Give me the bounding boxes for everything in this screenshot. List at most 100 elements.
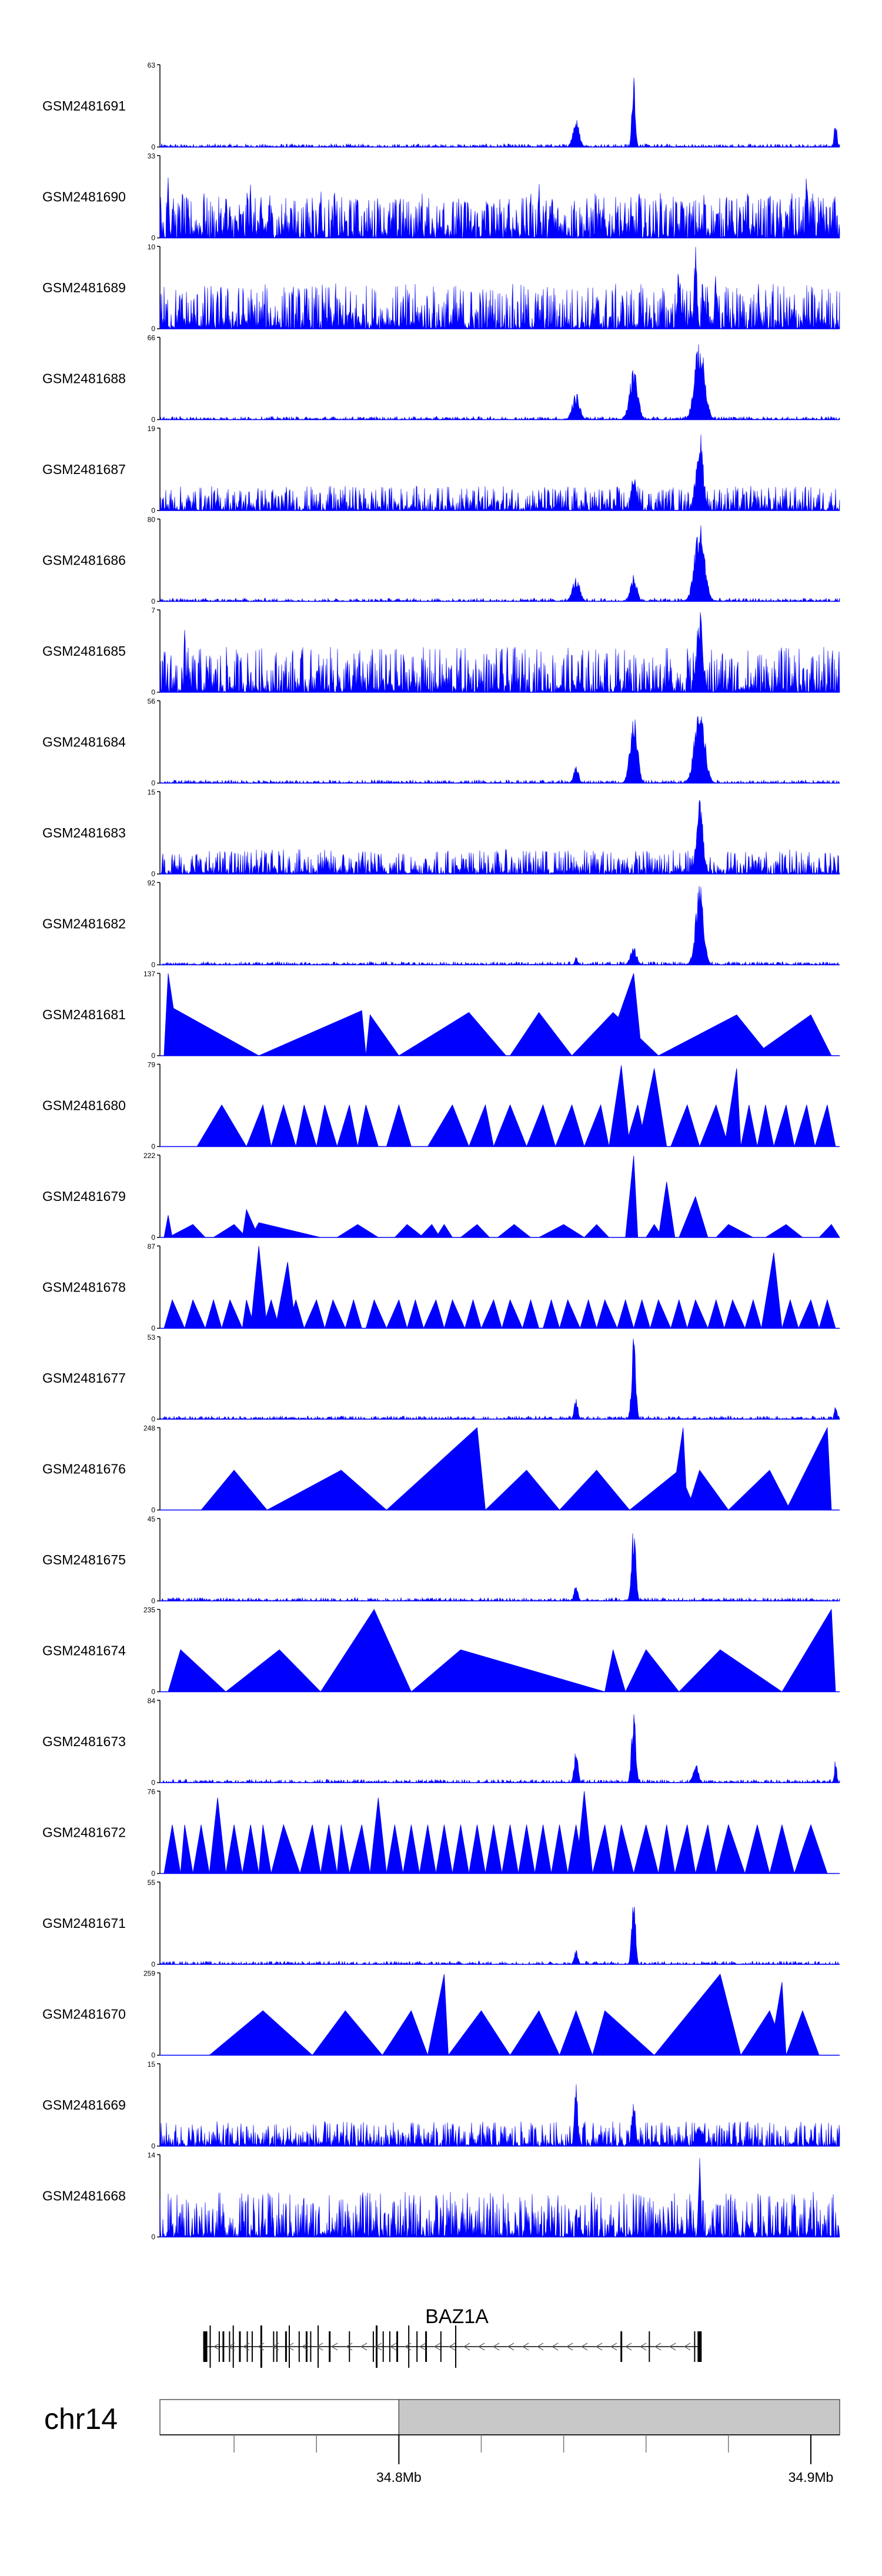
gene-exon (218, 2331, 220, 2362)
strand-arrow (316, 2343, 323, 2351)
signal-triangle (794, 1105, 816, 1147)
gene-exon (260, 2325, 262, 2368)
signal-triangle (559, 1299, 581, 1329)
signal-area (159, 246, 840, 330)
track-label: GSM2481681 (42, 1007, 126, 1022)
signal-area (159, 716, 840, 784)
signal-triangle (604, 973, 643, 1056)
signal-triangle (394, 1224, 425, 1238)
signal-triangle (609, 1065, 630, 1147)
signal-triangle (769, 1982, 787, 2056)
signal-triangle (798, 1299, 820, 1329)
track-label: GSM2481673 (42, 1734, 126, 1749)
strand-arrow (522, 2343, 529, 2351)
signal-triangle (345, 1299, 362, 1329)
signal-triangle (658, 1015, 770, 1056)
y-min-label: 0 (151, 1052, 155, 1060)
y-min-label: 0 (151, 506, 155, 515)
strand-arrow (272, 2343, 279, 2351)
gene-exon (246, 2331, 248, 2362)
signal-triangle (365, 1299, 387, 1329)
track-label: GSM2481683 (42, 825, 126, 840)
signal-triangle (168, 1007, 260, 1056)
signal-triangle (168, 1649, 227, 1692)
signal-triangle (225, 1649, 322, 1692)
signal-triangle (386, 1299, 407, 1329)
gene-exon (396, 2331, 399, 2362)
signal-triangle (336, 1105, 358, 1147)
y-min-label: 0 (151, 1688, 155, 1696)
signal-triangle (554, 1104, 585, 1147)
gene-exon (203, 2331, 208, 2362)
signal-triangle (509, 2010, 560, 2056)
gene-exon (239, 2331, 241, 2362)
track-GSM2481686: GSM2481686 80 0 (42, 516, 840, 606)
y-max-label: 137 (143, 970, 155, 978)
signal-triangle (814, 1105, 836, 1147)
strand-arrow (360, 2343, 368, 2351)
signal-triangle (818, 1224, 840, 1238)
signal-triangle (468, 1104, 494, 1147)
signal-triangle (637, 1068, 667, 1147)
signal-triangle (625, 1156, 639, 1238)
signal-triangle (539, 1224, 586, 1238)
gene-exon (305, 2331, 308, 2362)
signal-triangle (658, 1824, 676, 1874)
signal-triangle (584, 1104, 610, 1147)
strand-arrow (448, 2343, 456, 2351)
track-label: GSM2481682 (42, 916, 126, 932)
signal-triangle (275, 1262, 296, 1329)
track-GSM2481673: GSM2481673 84 0 (42, 1697, 840, 1787)
signal-triangle (707, 1299, 725, 1329)
signal-triangle (485, 1824, 502, 1874)
signal-triangle (386, 1427, 486, 1510)
signal-triangle (518, 1824, 536, 1874)
signal-triangle (221, 1299, 243, 1329)
y-min-label: 0 (151, 143, 155, 151)
signal-triangle (502, 1824, 519, 1874)
signal-triangle (435, 1824, 453, 1874)
y-min-label: 0 (151, 1506, 155, 1514)
track-GSM2481690: GSM2481690 33 0 (42, 152, 840, 242)
signal-triangle (716, 1824, 746, 1874)
signal-triangle (163, 1824, 181, 1874)
signal-triangle (225, 1824, 243, 1874)
y-min-label: 0 (151, 416, 155, 424)
strand-arrow (536, 2343, 544, 2351)
signal-triangle (419, 1824, 436, 1874)
y-max-label: 80 (148, 516, 156, 524)
strand-arrow (286, 2343, 294, 2351)
y-min-label: 0 (151, 1778, 155, 1787)
signal-triangle (192, 1824, 210, 1874)
signal-triangle (769, 1824, 795, 1874)
y-max-label: 55 (148, 1878, 156, 1887)
track-label: GSM2481669 (42, 2097, 126, 2113)
track-label: GSM2481685 (42, 643, 126, 659)
strand-arrow (669, 2343, 676, 2351)
signal-triangle (764, 1224, 804, 1238)
y-max-label: 45 (148, 1515, 156, 1523)
signal-area (159, 434, 840, 512)
y-max-label: 248 (143, 1424, 155, 1433)
signal-triangle (427, 1104, 470, 1147)
signal-triangle (724, 1299, 746, 1329)
signal-triangle (744, 1824, 770, 1874)
signal-triangle (468, 1824, 486, 1874)
signal-triangle (427, 1974, 449, 2056)
signal-triangle (419, 1224, 441, 1238)
signal-triangle (580, 1299, 597, 1329)
gene-exon (251, 2331, 253, 2362)
y-min-label: 0 (151, 1870, 155, 1878)
signal-triangle (336, 1224, 379, 1238)
signal-triangle (757, 1105, 774, 1147)
signal-triangle (196, 1104, 247, 1147)
signal-triangle (633, 1824, 659, 1874)
signal-triangle (744, 1299, 762, 1329)
signal-triangle (397, 1012, 507, 1056)
ideogram-band-right (398, 2399, 840, 2435)
signal-triangle (208, 2010, 313, 2056)
strand-arrow (433, 2343, 441, 2351)
signal-triangle (679, 1196, 709, 1238)
strand-arrow (463, 2343, 470, 2351)
